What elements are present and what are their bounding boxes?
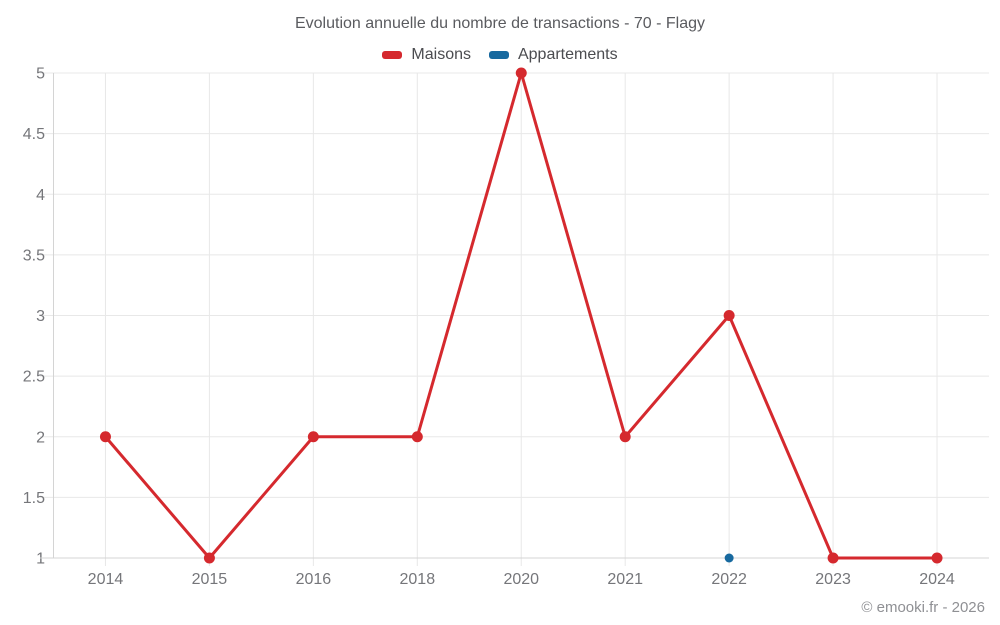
y-axis-tick-label: 3 [36,308,45,325]
legend-label-maisons: Maisons [411,46,471,63]
maisons-swatch-icon [382,51,403,59]
x-axis-tick-label: 2014 [88,571,124,588]
y-axis-tick-label: 4 [36,187,45,204]
maisons-data-point[interactable] [827,552,839,564]
y-axis-tick-label: 1.5 [23,490,45,507]
x-axis-tick-label: 2020 [503,571,539,588]
x-axis-tick-label: 2022 [711,571,747,588]
maisons-data-point[interactable] [99,431,111,443]
y-axis-tick-label: 3.5 [23,247,45,264]
x-axis-tick-label: 2024 [919,571,955,588]
chart-title: Evolution annuelle du nombre de transact… [294,15,705,32]
maisons-data-point[interactable] [723,310,735,321]
maisons-data-point[interactable] [931,552,943,564]
copyright-text: © emooki.fr - 2026 [861,599,985,616]
x-axis-tick-label: 2018 [400,571,436,588]
x-axis-tick-label: 2021 [607,571,643,588]
legend-item-appartements[interactable]: Appartements [488,46,618,64]
legend-item-maisons[interactable]: Maisons [382,46,471,64]
x-axis-tick-label: 2015 [192,571,228,588]
y-axis-tick-label: 2.5 [23,369,45,386]
legend-label-appartements: Appartements [517,46,618,63]
maisons-data-point[interactable] [307,431,319,443]
y-axis-tick-label: 1 [36,551,45,568]
x-axis-tick-label: 2016 [296,571,332,588]
maisons-data-point[interactable] [515,67,527,79]
maisons-data-point[interactable] [203,552,215,564]
appartements-data-point[interactable] [724,553,734,563]
maisons-data-point[interactable] [411,431,423,443]
appartements-swatch-icon [488,51,509,59]
y-axis-tick-label: 5 [36,66,45,83]
x-axis-tick-label: 2023 [815,571,851,588]
y-axis-tick-label: 4.5 [23,126,45,143]
chart-legend: Maisons Appartements [0,46,1000,64]
maisons-data-point[interactable] [619,431,631,443]
y-axis-tick-label: 2 [36,429,45,446]
